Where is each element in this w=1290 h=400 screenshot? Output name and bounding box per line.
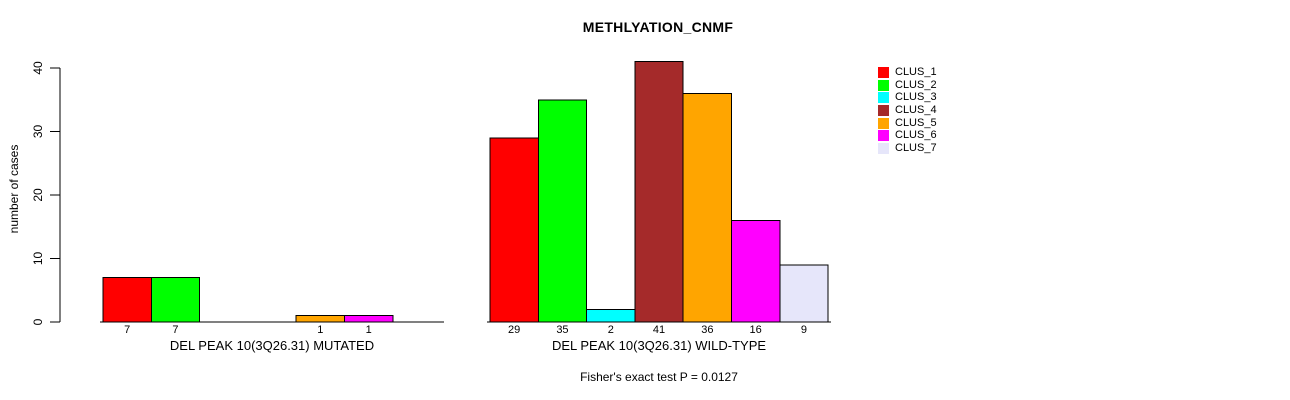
fisher-test-annotation: Fisher's exact test P = 0.0127: [580, 370, 738, 384]
bar-clus_4-group-2: [634, 61, 684, 323]
legend-swatch-icon: [878, 79, 889, 91]
bar-clus_1-group-1: [102, 277, 152, 323]
legend-swatch-icon: [878, 92, 889, 104]
legend-item-clus_3: CLUS_3: [878, 91, 937, 104]
legend-swatch-icon: [878, 117, 889, 129]
legend-label: CLUS_5: [895, 116, 937, 129]
bar-value-label: 9: [801, 324, 807, 336]
bar-clus_6-group-1: [344, 315, 394, 323]
bar-value-label: 7: [124, 324, 130, 336]
legend-label: CLUS_3: [895, 91, 937, 104]
bar-value-label: 1: [366, 324, 372, 336]
legend-swatch-icon: [878, 130, 889, 142]
bar-clus_1-group-2: [489, 137, 539, 323]
y-tick-label: 40: [31, 61, 45, 75]
legend-label: CLUS_1: [895, 65, 937, 78]
legend-item-clus_2: CLUS_2: [878, 79, 937, 92]
bar-clus_3-group-2: [586, 308, 636, 323]
legend-item-clus_7: CLUS_7: [878, 142, 937, 155]
legend-label: CLUS_6: [895, 129, 937, 142]
bar-value-label: 35: [556, 324, 568, 336]
y-tick-label: 30: [31, 125, 45, 139]
legend-item-clus_4: CLUS_4: [878, 104, 937, 117]
bar-value-label: 36: [701, 324, 713, 336]
legend-item-clus_1: CLUS_1: [878, 66, 937, 79]
bar-clus_2-group-1: [150, 277, 201, 323]
legend: CLUS_1 CLUS_2 CLUS_3 CLUS_4 CLUS_5 CLUS_6 CLUS…: [878, 66, 937, 155]
legend-label: CLUS_2: [895, 78, 937, 91]
legend-swatch-icon: [878, 142, 889, 154]
x-axis-label-mutated: DEL PEAK 10(3Q26.31) MUTATED: [169, 338, 375, 353]
y-tick-label: 0: [31, 318, 45, 325]
y-tick-label: 20: [31, 188, 45, 202]
legend-item-clus_6: CLUS_6: [878, 129, 937, 142]
bar-clus_5-group-1: [295, 315, 346, 323]
bar-clus_5-group-2: [682, 92, 733, 323]
legend-swatch-icon: [878, 104, 889, 116]
legend-label: CLUS_4: [895, 103, 937, 116]
chart-title: METHLYATION_CNMF: [582, 19, 734, 35]
x-axis-label-wild-type: DEL PEAK 10(3Q26.31) WILD-TYPE: [551, 338, 767, 353]
legend-item-clus_5: CLUS_5: [878, 117, 937, 130]
bar-value-label: 29: [508, 324, 520, 336]
legend-label: CLUS_7: [895, 141, 937, 154]
bar-value-label: 1: [317, 324, 323, 336]
bar-clus_2-group-2: [537, 99, 588, 323]
bar-clus_6-group-2: [731, 219, 781, 323]
legend-swatch-icon: [878, 66, 889, 78]
bar-clus_7-group-2: [779, 264, 829, 323]
bar-value-label: 41: [653, 324, 665, 336]
bar-value-label: 7: [172, 324, 178, 336]
bar-value-label: 16: [750, 324, 762, 336]
bar-value-label: 2: [608, 324, 614, 336]
y-tick-label: 10: [31, 252, 45, 266]
